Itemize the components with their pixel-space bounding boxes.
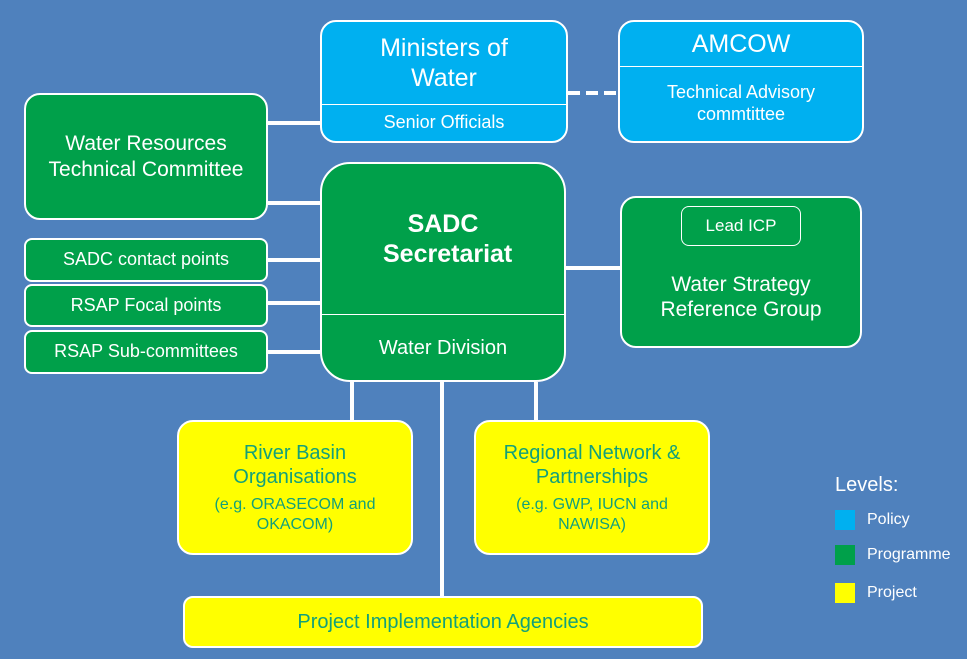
pia-box: Project Implementation Agencies (183, 596, 703, 648)
box-title: Project Implementation Agencies (297, 611, 589, 633)
box-title: AMCOW (691, 30, 791, 58)
legend-label: Project (867, 584, 917, 601)
box-title: River Basin Organisations (233, 442, 357, 489)
legend-title: Levels: (835, 474, 899, 496)
rnp-box: Regional Network & Partnerships (e.g. GW… (474, 420, 710, 555)
box-title: Regional Network & Partnerships (503, 442, 681, 489)
rbo-box: River Basin Organisations (e.g. ORASECOM… (177, 420, 413, 555)
legend-swatch (835, 583, 855, 603)
wsrg-box: Lead ICP Water Strategy Reference Group (620, 196, 862, 348)
wrtc-box: Water Resources Technical Committee (24, 93, 268, 220)
box-subtitle: Senior Officials (383, 112, 505, 133)
box-subtitle: Water Division (378, 336, 508, 359)
side-group-box: RSAP Focal points (24, 284, 268, 327)
box-subtitle: (e.g. ORASECOM and OKACOM) (214, 496, 376, 533)
secretariat-box: SADC Secretariat Water Division (320, 162, 566, 382)
legend-label: Programme (867, 546, 951, 563)
amcow-box: AMCOW Technical Advisory commtittee (618, 20, 864, 143)
side-group-box: SADC contact points (24, 238, 268, 282)
legend-label: Policy (867, 511, 910, 528)
inner-box: Lead ICP (681, 206, 801, 246)
box-title: RSAP Sub-committees (54, 341, 238, 362)
box-title: Water Resources Technical Committee (48, 132, 244, 181)
box-title: RSAP Focal points (70, 294, 222, 315)
box-title: SADC Secretariat (383, 210, 513, 268)
legend-swatch (835, 545, 855, 565)
box-title: Ministers of Water (380, 34, 508, 92)
ministers-box: Ministers of Water Senior Officials (320, 20, 568, 143)
box-subtitle: Technical Advisory commtittee (666, 82, 816, 124)
side-group-box: RSAP Sub-committees (24, 330, 268, 374)
box-title: SADC contact points (62, 249, 230, 270)
box-subtitle: (e.g. GWP, IUCN and NAWISA) (516, 496, 668, 533)
box-title: Water Strategy Reference Group (660, 273, 822, 322)
legend-swatch (835, 510, 855, 530)
